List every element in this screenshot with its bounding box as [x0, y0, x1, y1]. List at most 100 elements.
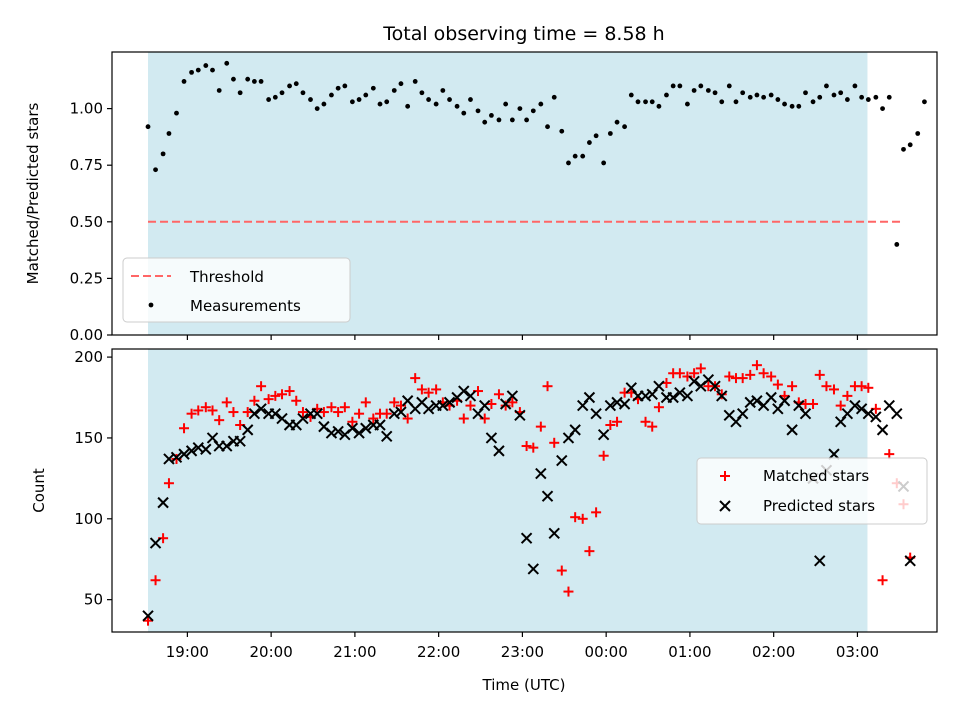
- matched-star-point: [423, 387, 434, 398]
- measurement-point: [160, 151, 166, 157]
- matched-star-point: [256, 381, 267, 392]
- measurement-point: [489, 112, 494, 118]
- measurement-point: [454, 103, 460, 109]
- measurement-point: [174, 110, 179, 116]
- y-tick-label: 50: [84, 591, 103, 609]
- y-tick-label: 150: [74, 429, 103, 447]
- predicted-star-point: [185, 445, 198, 457]
- x-tick-label: 02:00: [752, 643, 795, 661]
- measurement-point: [384, 99, 390, 105]
- measurement-point: [377, 101, 383, 107]
- matched-star-point: [360, 397, 371, 408]
- measurement-point: [524, 117, 529, 123]
- measurement-point: [901, 146, 906, 152]
- matched-star-point: [535, 421, 546, 432]
- matched-star-point: [150, 575, 161, 586]
- matched-star-point: [549, 437, 560, 448]
- matched-star-point: [674, 368, 685, 379]
- matched-star-point: [528, 442, 539, 453]
- predicted-star-point: [297, 412, 309, 425]
- predicted-star-point: [374, 419, 386, 431]
- measurement-point: [614, 119, 620, 125]
- matched-star-point: [584, 546, 595, 557]
- matched-star-point: [179, 423, 190, 434]
- measurement-point: [482, 119, 488, 125]
- matched-star-point: [842, 390, 853, 401]
- predicted-star-point: [876, 424, 889, 436]
- matched-star-point: [277, 389, 288, 400]
- predicted-star-point: [485, 432, 498, 444]
- measurement-point: [886, 94, 892, 100]
- x-axis-label: Time (UTC): [482, 676, 566, 694]
- measurement-point: [231, 76, 236, 82]
- matched-star-point: [653, 402, 664, 413]
- measurement-point: [628, 92, 634, 98]
- predicted-star-point: [709, 380, 721, 392]
- matched-star-point: [605, 420, 616, 431]
- matched-star-point: [465, 400, 476, 411]
- matched-star-point: [814, 369, 825, 380]
- matched-star-point: [214, 415, 225, 426]
- matched-star-point: [416, 384, 427, 395]
- measurement-point: [705, 88, 711, 93]
- measurement-point: [817, 94, 823, 100]
- predicted-star-point: [674, 386, 686, 399]
- matched-star-point: [563, 586, 574, 597]
- predicted-star-point: [514, 409, 526, 422]
- predicted-star-point: [149, 537, 162, 549]
- predicted-star-point: [667, 391, 679, 404]
- predicted-star-point: [653, 380, 665, 392]
- matched-star-point: [737, 373, 748, 384]
- predicted-star-point: [541, 490, 554, 502]
- matched-star-point: [556, 565, 567, 576]
- matched-star-point: [291, 395, 302, 406]
- predicted-star-point: [786, 424, 798, 436]
- matched-star-point: [877, 575, 888, 586]
- measurement-point: [803, 90, 808, 96]
- measurement-point: [712, 90, 718, 96]
- matched-star-point: [200, 402, 211, 413]
- measurement-point: [426, 97, 431, 102]
- matched-star-point: [808, 398, 819, 409]
- matched-star-point: [270, 390, 281, 401]
- matched-star-point: [821, 381, 832, 392]
- matched-star-point: [779, 390, 790, 401]
- measurement-point: [321, 101, 327, 107]
- matched-star-point: [598, 450, 609, 461]
- matched-star-point: [249, 395, 260, 406]
- matched-star-point: [682, 371, 693, 382]
- matched-star-point: [612, 416, 623, 427]
- predicted-star-point: [569, 424, 581, 436]
- ratio-panel: 0.00 0.25 0.50 0.75 1.00 Matched/Predicted st…: [24, 51, 938, 344]
- measurement-point: [915, 131, 921, 136]
- y-tick-label: 100: [74, 510, 103, 528]
- predicted-star-point: [814, 555, 826, 567]
- measurement-point: [475, 108, 481, 114]
- measurement-point: [566, 160, 571, 166]
- predicted-star-point: [360, 422, 372, 434]
- measurement-point: [538, 101, 544, 107]
- matched-star-point: [577, 513, 588, 524]
- measurement-point: [461, 110, 467, 116]
- measurement-point: [370, 85, 376, 91]
- measurement-point: [740, 90, 746, 96]
- predicted-star-point: [479, 399, 491, 412]
- matched-star-point: [500, 400, 511, 411]
- matched-star-point: [339, 402, 350, 413]
- predicted-star-point: [221, 440, 233, 452]
- measurement-point: [649, 99, 655, 105]
- legend: Threshold Measurements: [122, 257, 351, 323]
- predicted-star-point: [904, 555, 916, 567]
- matched-star-point: [402, 413, 413, 424]
- series-measurements: [145, 60, 927, 247]
- measurement-point: [635, 99, 641, 105]
- legend-measurement-swatch: [148, 302, 154, 308]
- measurement-point: [656, 103, 662, 109]
- predicted-star-point: [346, 422, 359, 434]
- matched-star-point: [389, 397, 400, 408]
- measurement-point: [181, 79, 187, 84]
- measurement-point: [754, 92, 760, 98]
- measurement-point: [419, 90, 425, 96]
- predicted-star-point: [639, 390, 652, 402]
- legend-measurement-label: Measurements: [190, 297, 301, 315]
